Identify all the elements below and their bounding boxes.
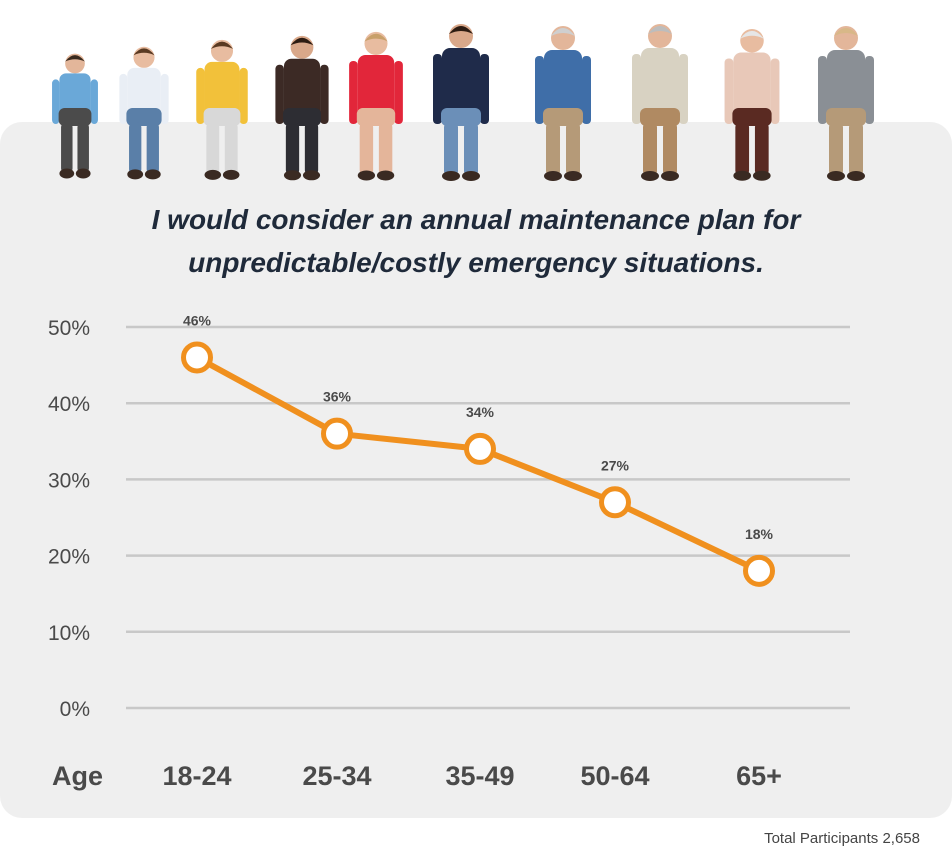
y-tick-label: 20% bbox=[48, 546, 90, 569]
chart-title: I would consider an annual maintenance p… bbox=[0, 198, 952, 284]
person-figure bbox=[52, 53, 98, 179]
person-figure bbox=[433, 24, 489, 181]
y-tick-label: 30% bbox=[48, 469, 90, 492]
data-label: 34% bbox=[466, 404, 495, 420]
x-tick-label: 65+ bbox=[736, 761, 782, 791]
y-tick-label: 0% bbox=[60, 698, 90, 721]
people-illustration bbox=[52, 24, 874, 181]
person-figure bbox=[349, 31, 403, 181]
y-tick-label: 50% bbox=[48, 317, 90, 340]
data-point bbox=[599, 486, 631, 519]
data-point bbox=[464, 432, 496, 465]
person-figure bbox=[119, 46, 169, 180]
person-figure bbox=[724, 28, 780, 181]
x-tick-label: 18-24 bbox=[162, 761, 231, 791]
chart-title-line-2: unpredictable/costly emergency situation… bbox=[188, 247, 764, 278]
data-point bbox=[321, 417, 353, 450]
person-figure bbox=[632, 24, 688, 181]
x-tick-label: 50-64 bbox=[580, 761, 649, 791]
data-point bbox=[181, 341, 213, 374]
chart-title-line-1: I would consider an annual maintenance p… bbox=[151, 204, 801, 235]
data-label: 18% bbox=[745, 526, 774, 542]
person-figure bbox=[275, 35, 329, 181]
person-figure bbox=[535, 26, 591, 181]
data-label: 27% bbox=[601, 457, 630, 473]
y-tick-label: 10% bbox=[48, 622, 90, 645]
data-label: 46% bbox=[183, 312, 212, 328]
data-label: 36% bbox=[323, 389, 352, 405]
person-figure bbox=[196, 39, 248, 180]
x-tick-label: 35-49 bbox=[445, 761, 514, 791]
participants-footer: Total Participants 2,658 bbox=[764, 830, 920, 847]
chart-panel bbox=[0, 122, 952, 818]
data-point bbox=[743, 554, 775, 587]
y-tick-label: 40% bbox=[48, 393, 90, 416]
x-tick-label: 25-34 bbox=[302, 761, 371, 791]
person-figure bbox=[818, 26, 874, 181]
x-axis-label: Age bbox=[52, 761, 103, 791]
